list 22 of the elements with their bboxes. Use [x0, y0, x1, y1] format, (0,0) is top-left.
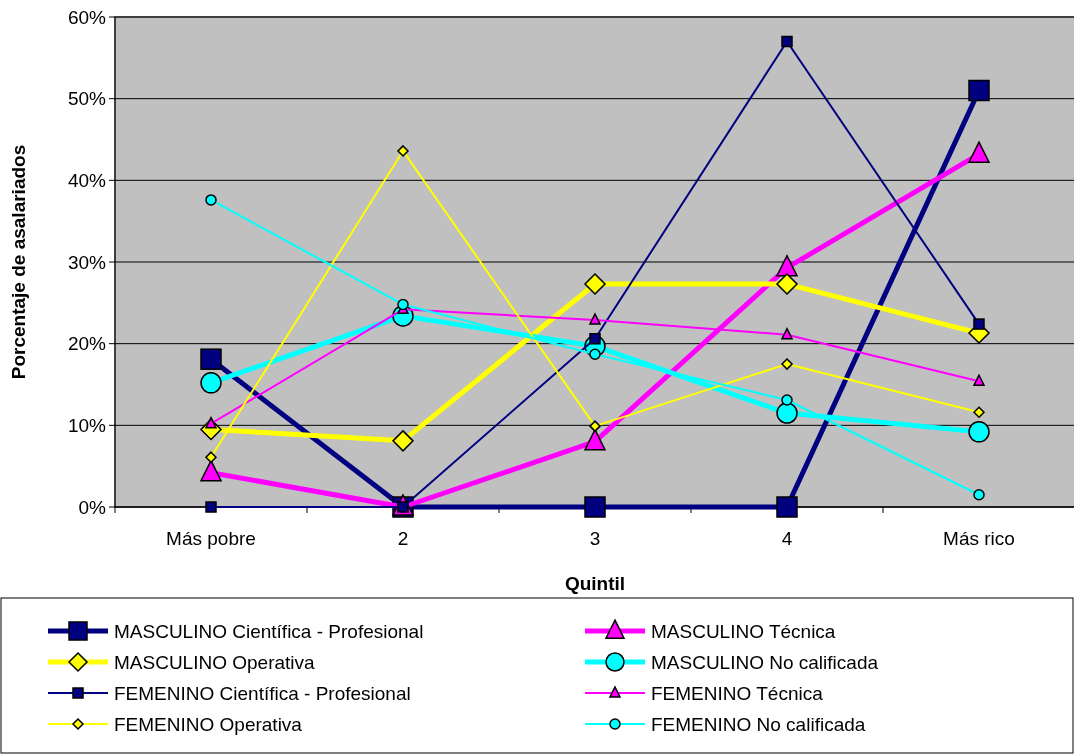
- y-tick-label: 20%: [67, 333, 107, 355]
- legend-label: FEMENINO Operativa: [114, 713, 303, 735]
- y-tick-label: 30%: [67, 251, 107, 273]
- x-tick-label: 3: [589, 528, 601, 549]
- x-tick-label: Más pobre: [166, 528, 256, 549]
- legend-label: FEMENINO Técnica: [651, 682, 824, 704]
- legend-label: MASCULINO Operativa: [114, 651, 316, 673]
- x-tick-label: 4: [781, 528, 793, 549]
- y-tick-label: 60%: [67, 6, 107, 28]
- y-axis-title: Porcentaje de asalariados: [8, 144, 29, 380]
- y-tick-label: 40%: [67, 169, 107, 191]
- legend-label: MASCULINO Científica - Profesional: [114, 620, 424, 642]
- y-tick-label: 0%: [78, 496, 107, 518]
- x-tick-label: 2: [397, 528, 409, 549]
- legend-label: MASCULINO Técnica: [651, 620, 836, 642]
- legend-label: FEMENINO Científica - Profesional: [114, 682, 411, 704]
- x-tick-label: Más rico: [943, 528, 1015, 549]
- y-tick-label: 50%: [67, 88, 107, 110]
- y-tick-label: 10%: [67, 414, 107, 436]
- x-axis-title: Quintil: [564, 573, 626, 594]
- legend-label: FEMENINO No calificada: [651, 713, 866, 735]
- legend-label: MASCULINO No calificada: [651, 651, 879, 673]
